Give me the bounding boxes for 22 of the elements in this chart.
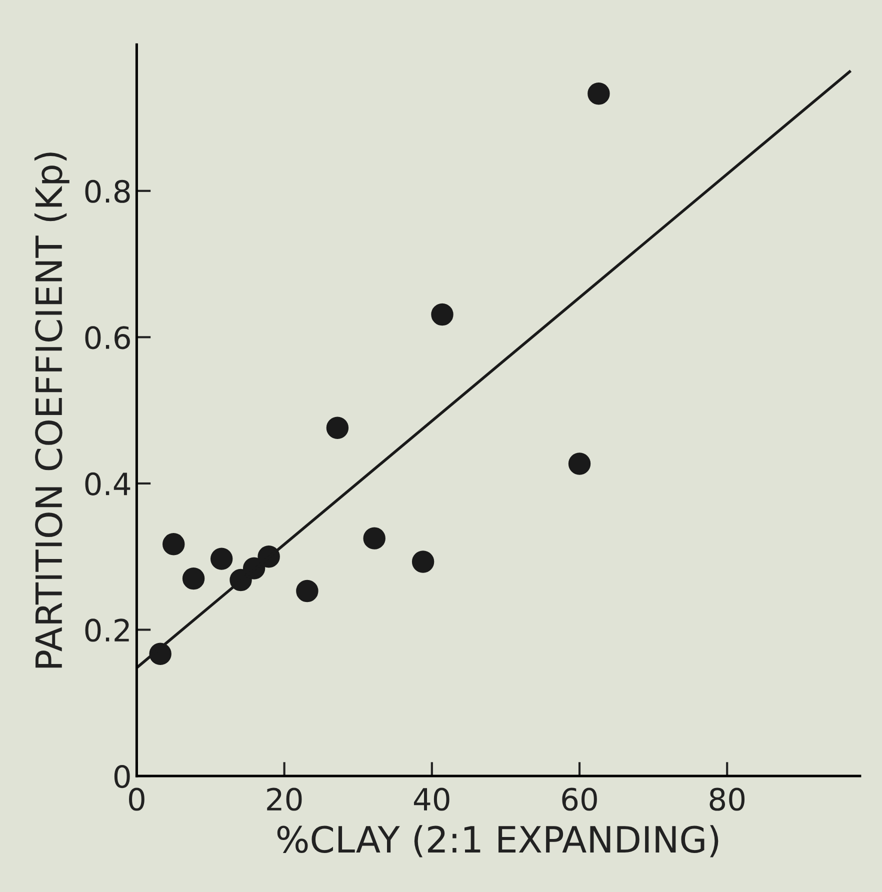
point	[412, 550, 434, 573]
point	[162, 533, 185, 556]
point	[588, 82, 610, 105]
x-tick-label: 80	[710, 788, 745, 811]
y-tick-label: 0.4	[85, 472, 130, 496]
point	[182, 567, 205, 590]
x-tick-label: 20	[267, 788, 302, 811]
x-tick-label: 0	[129, 788, 144, 811]
x-axis-title: %CLAY (2:1 EXPANDING)	[277, 825, 718, 858]
point	[568, 452, 591, 475]
point	[431, 303, 454, 326]
y-tick-label: 0.2	[85, 618, 129, 642]
point	[296, 580, 318, 602]
x-tick-label: 60	[562, 788, 597, 811]
y-tick-label: 0.8	[85, 180, 130, 203]
y-axis-title: PARTITION COEFFICIENT (Kp)	[34, 152, 70, 668]
y-tick-label: 0.6	[85, 326, 130, 350]
point	[326, 416, 349, 439]
y-tick-label: 0	[114, 764, 130, 788]
point	[363, 527, 386, 550]
x-tick-label: 40	[414, 788, 450, 811]
point	[210, 548, 233, 570]
